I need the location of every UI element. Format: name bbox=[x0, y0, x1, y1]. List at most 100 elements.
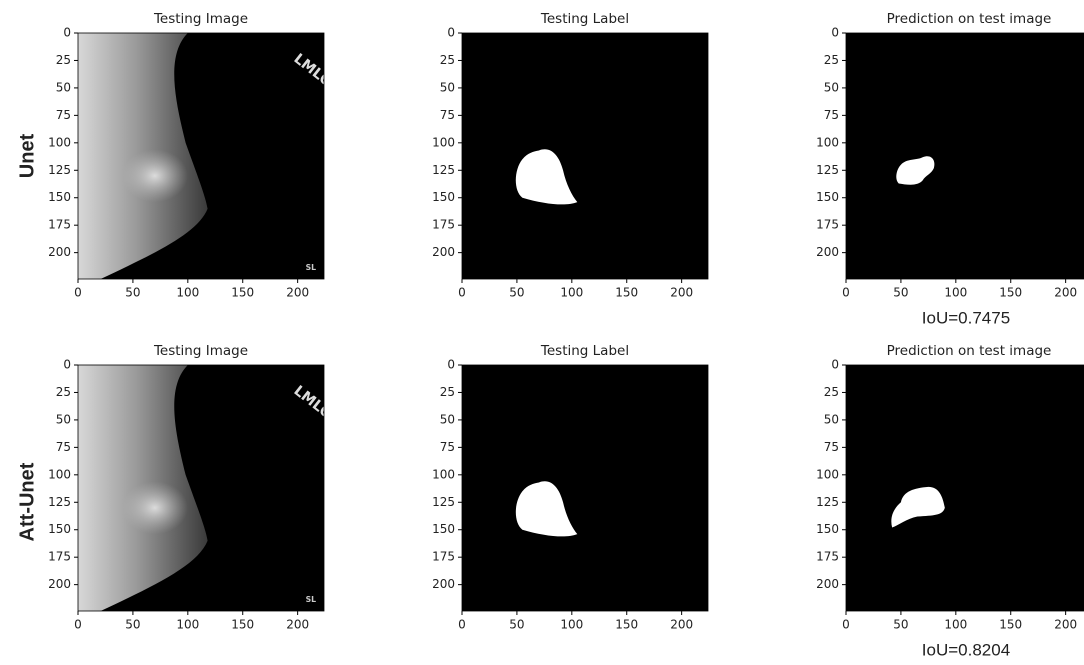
x-tick-label: 150 bbox=[231, 286, 254, 300]
y-tick-label: 125 bbox=[48, 495, 71, 509]
y-tick-label: 125 bbox=[432, 163, 455, 177]
subplot-title: Testing Label bbox=[540, 11, 629, 27]
subplot-title: Testing Image bbox=[153, 11, 248, 27]
y-tick-label: 25 bbox=[824, 385, 839, 399]
y-tick-label: 200 bbox=[816, 245, 839, 259]
y-tick-label: 100 bbox=[816, 135, 839, 149]
subplot-title: Prediction on test image bbox=[887, 11, 1052, 27]
x-tick-label: 100 bbox=[944, 286, 967, 300]
x-tick-label: 100 bbox=[560, 286, 583, 300]
x-tick-label: 50 bbox=[893, 618, 908, 632]
image-background bbox=[846, 365, 1084, 611]
x-tick-label: 200 bbox=[286, 618, 309, 632]
y-tick-label: 75 bbox=[440, 108, 455, 122]
mass-region bbox=[122, 481, 188, 534]
iou-annotation: IoU=0.8204 bbox=[922, 640, 1010, 659]
y-tick-label: 50 bbox=[440, 80, 455, 94]
x-tick-label: 150 bbox=[231, 618, 254, 632]
x-tick-label: 100 bbox=[560, 618, 583, 632]
y-tick-label: 100 bbox=[432, 467, 455, 481]
y-tick-label: 0 bbox=[447, 358, 455, 372]
y-tick-label: 100 bbox=[48, 467, 71, 481]
x-tick-label: 200 bbox=[670, 286, 693, 300]
y-tick-label: 25 bbox=[440, 385, 455, 399]
x-tick-label: 100 bbox=[176, 286, 199, 300]
y-tick-label: 25 bbox=[824, 53, 839, 67]
y-tick-label: 100 bbox=[48, 135, 71, 149]
y-tick-label: 150 bbox=[48, 522, 71, 536]
y-tick-label: 125 bbox=[816, 163, 839, 177]
y-tick-label: 150 bbox=[432, 190, 455, 204]
y-tick-label: 175 bbox=[816, 218, 839, 232]
x-tick-label: 150 bbox=[615, 286, 638, 300]
y-tick-label: 200 bbox=[48, 245, 71, 259]
y-tick-label: 25 bbox=[440, 53, 455, 67]
y-tick-label: 150 bbox=[432, 522, 455, 536]
y-tick-label: 25 bbox=[56, 385, 71, 399]
x-tick-label: 150 bbox=[999, 286, 1022, 300]
y-tick-label: 150 bbox=[816, 522, 839, 536]
y-tick-label: 175 bbox=[432, 218, 455, 232]
figure: Unet Att-Unet LMLOSLTesting Image0501001… bbox=[0, 0, 1084, 665]
y-tick-label: 200 bbox=[48, 577, 71, 591]
x-tick-label: 0 bbox=[842, 618, 850, 632]
x-tick-label: 50 bbox=[125, 618, 140, 632]
y-tick-label: 50 bbox=[824, 80, 839, 94]
y-tick-label: 100 bbox=[816, 467, 839, 481]
y-tick-label: 0 bbox=[831, 358, 839, 372]
y-tick-label: 150 bbox=[816, 190, 839, 204]
y-tick-label: 75 bbox=[824, 108, 839, 122]
x-tick-label: 100 bbox=[944, 618, 967, 632]
x-tick-label: 50 bbox=[509, 286, 524, 300]
x-tick-label: 150 bbox=[999, 618, 1022, 632]
y-tick-label: 50 bbox=[56, 80, 71, 94]
y-tick-label: 175 bbox=[816, 550, 839, 564]
x-tick-label: 50 bbox=[125, 286, 140, 300]
y-tick-label: 50 bbox=[56, 412, 71, 426]
y-tick-label: 175 bbox=[48, 218, 71, 232]
image-background bbox=[846, 33, 1084, 279]
y-tick-label: 75 bbox=[440, 440, 455, 454]
subplot-title: Testing Image bbox=[153, 343, 248, 359]
x-tick-label: 0 bbox=[74, 286, 82, 300]
x-tick-label: 0 bbox=[842, 286, 850, 300]
x-tick-label: 0 bbox=[458, 286, 466, 300]
y-tick-label: 0 bbox=[63, 358, 71, 372]
y-tick-label: 125 bbox=[48, 163, 71, 177]
y-tick-label: 50 bbox=[824, 412, 839, 426]
x-tick-label: 200 bbox=[1054, 286, 1077, 300]
row-label: Unet bbox=[16, 133, 38, 178]
y-tick-label: 150 bbox=[48, 190, 71, 204]
y-tick-label: 175 bbox=[432, 550, 455, 564]
image-text: SL bbox=[306, 263, 317, 272]
y-tick-label: 100 bbox=[432, 135, 455, 149]
y-tick-label: 50 bbox=[440, 412, 455, 426]
x-tick-label: 50 bbox=[893, 286, 908, 300]
x-tick-label: 150 bbox=[615, 618, 638, 632]
x-tick-label: 200 bbox=[1054, 618, 1077, 632]
y-tick-label: 200 bbox=[432, 245, 455, 259]
y-tick-label: 75 bbox=[56, 108, 71, 122]
y-tick-label: 200 bbox=[816, 577, 839, 591]
y-tick-label: 125 bbox=[816, 495, 839, 509]
image-background bbox=[462, 365, 708, 611]
y-tick-label: 0 bbox=[447, 26, 455, 40]
subplot-title: Testing Label bbox=[540, 343, 629, 359]
iou-annotation: IoU=0.7475 bbox=[922, 308, 1010, 327]
x-tick-label: 200 bbox=[670, 618, 693, 632]
x-tick-label: 0 bbox=[74, 618, 82, 632]
y-tick-label: 25 bbox=[56, 53, 71, 67]
x-tick-label: 50 bbox=[509, 618, 524, 632]
y-tick-label: 125 bbox=[432, 495, 455, 509]
y-tick-label: 0 bbox=[63, 26, 71, 40]
x-tick-label: 100 bbox=[176, 618, 199, 632]
y-tick-label: 75 bbox=[56, 440, 71, 454]
row-label: Att-Unet bbox=[16, 462, 38, 541]
image-text: SL bbox=[306, 595, 317, 604]
subplot-title: Prediction on test image bbox=[887, 343, 1052, 359]
mass-region bbox=[122, 149, 188, 202]
image-background bbox=[462, 33, 708, 279]
x-tick-label: 0 bbox=[458, 618, 466, 632]
y-tick-label: 75 bbox=[824, 440, 839, 454]
y-tick-label: 200 bbox=[432, 577, 455, 591]
